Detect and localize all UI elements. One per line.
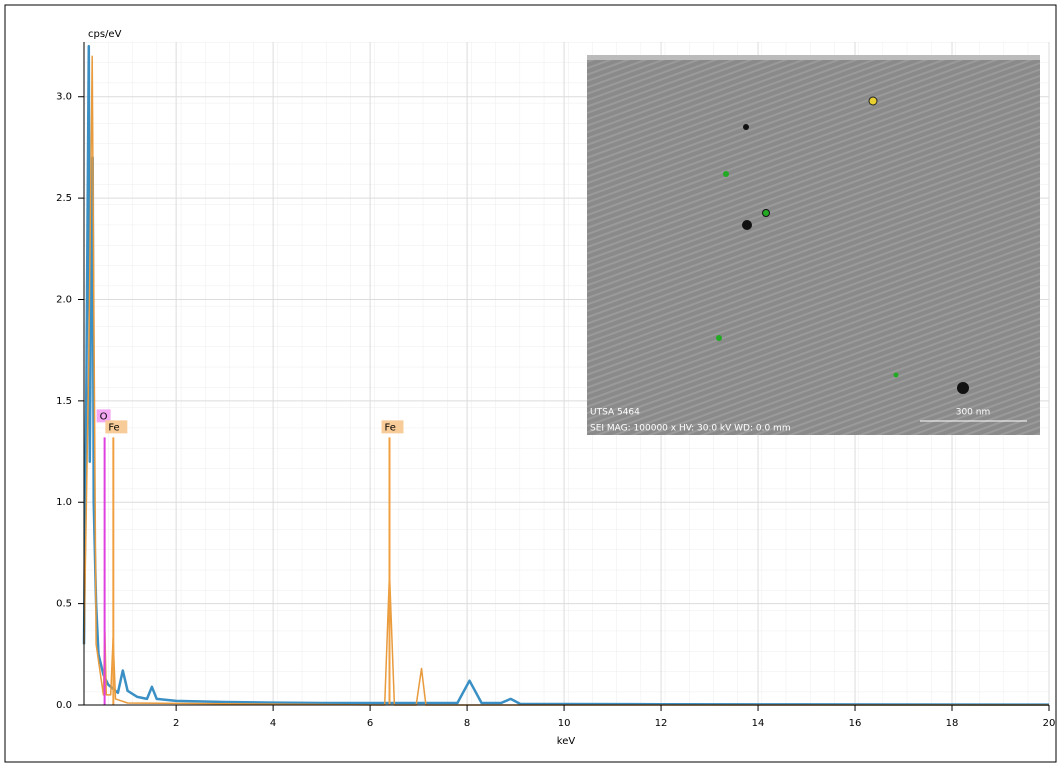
particle (743, 124, 749, 130)
particle (742, 220, 752, 230)
x-tick-label: 20 (1043, 718, 1056, 729)
element-box (381, 420, 404, 434)
y-tick-label: 2.0 (56, 294, 72, 305)
spectrum (83, 55, 1049, 706)
element-label: Fe (385, 422, 396, 433)
spectrum (82, 44, 1050, 706)
x-tick-label: 8 (464, 718, 470, 729)
sem-id: UTSA 5464 (590, 408, 640, 418)
sem-info: SEI MAG: 100000 x HV: 30.0 kV WD: 0.0 mm (590, 424, 791, 434)
element-box (105, 420, 128, 434)
y-tick-label: 1.0 (56, 497, 72, 508)
frame (4, 4, 1057, 763)
y-tick-label: 3.0 (56, 92, 72, 103)
x-axis-label: keV (557, 736, 576, 747)
sem-background (587, 55, 1040, 435)
x-tick-label: 4 (270, 718, 276, 729)
sem-edge (587, 55, 1040, 60)
x-tick-label: 2 (173, 718, 179, 729)
element-box (96, 409, 111, 423)
element-label: O (100, 411, 108, 422)
y-tick-label: 0.0 (56, 700, 72, 711)
sem-image: UTSA 5464 SEI MAG: 100000 x HV: 30.0 kV … (587, 55, 1040, 435)
x-tick-label: 6 (367, 718, 373, 729)
scale-label: 300 nm (956, 408, 991, 418)
y-tick-label: 1.5 (56, 396, 72, 407)
element-label: Fe (108, 422, 119, 433)
y-tick-label: 0.5 (56, 599, 72, 610)
x-tick-label: 16 (849, 718, 862, 729)
point (762, 209, 770, 217)
point (868, 96, 878, 106)
x-tick-label: 14 (752, 718, 765, 729)
y-axis-label: cps/eV (88, 29, 122, 40)
x-tick-label: 12 (655, 718, 668, 729)
point (893, 372, 899, 378)
particle (957, 382, 969, 394)
y-tick-label: 2.5 (56, 193, 72, 204)
x-tick-label: 18 (946, 718, 959, 729)
point (723, 171, 729, 177)
x-tick-label: 10 (558, 718, 571, 729)
point (716, 335, 722, 341)
